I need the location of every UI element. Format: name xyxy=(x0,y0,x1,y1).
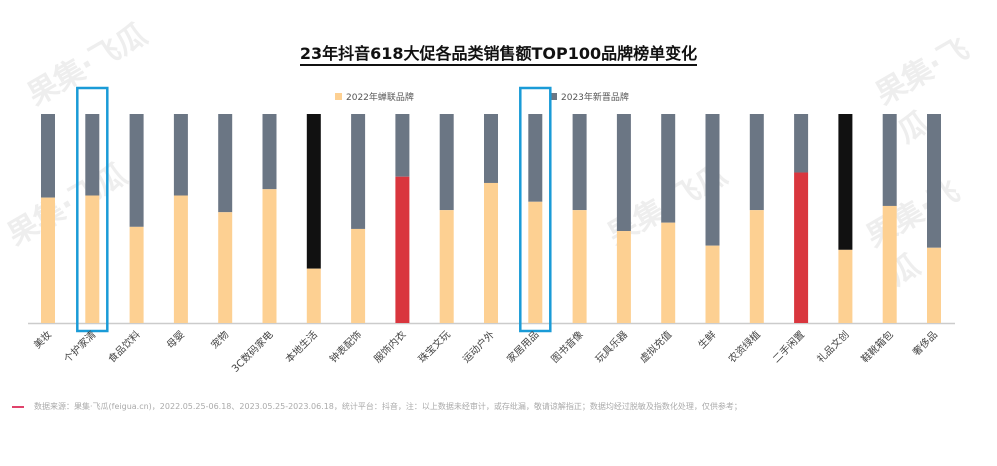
legend-swatch xyxy=(550,93,557,100)
footer: 数据来源：果集·飞瓜(feigua.cn)，2022.05.25-06.18、2… xyxy=(12,401,742,412)
bar-2023-1 xyxy=(85,114,100,196)
bar-2022-13 xyxy=(616,231,631,323)
tick-label: 食品饮料 xyxy=(105,328,142,365)
bar-2022-5 xyxy=(262,189,277,323)
bar-2023-20 xyxy=(927,114,941,248)
bar-2023-11 xyxy=(528,114,543,202)
bar-2023-3 xyxy=(173,114,188,196)
tick-label: 鞋靴箱包 xyxy=(858,328,895,365)
tick-label: 美妆 xyxy=(31,328,54,351)
bar-2023-7 xyxy=(351,114,366,229)
bar-2022-16 xyxy=(749,210,764,323)
bar-2022-18 xyxy=(838,249,853,323)
bar-2023-8 xyxy=(395,114,410,177)
highlight-box xyxy=(519,86,552,333)
tick-label: 家居用品 xyxy=(504,328,541,365)
bar-2023-14 xyxy=(661,114,676,223)
bar-2022-1 xyxy=(85,195,100,323)
tick-label: 玩具乐器 xyxy=(593,329,630,366)
footer-marker xyxy=(12,405,24,408)
bar-2022-15 xyxy=(705,245,720,323)
bar-2023-17 xyxy=(794,114,809,173)
legend-item-2023: 2023年新晋品牌 xyxy=(550,90,629,103)
bar-2022-4 xyxy=(218,212,233,323)
bar-2023-13 xyxy=(616,114,631,232)
tick-label: 本地生活 xyxy=(282,328,319,365)
bar-2023-16 xyxy=(749,114,764,211)
tick-label: 珠宝文玩 xyxy=(415,328,452,365)
bar-2023-12 xyxy=(572,114,587,211)
footer-source: 数据来源：果集·飞瓜(feigua.cn)，2022.05.25-06.18、2… xyxy=(34,402,742,411)
bar-2022-2 xyxy=(129,226,144,323)
legend-label: 2022年蝉联品牌 xyxy=(346,93,414,103)
tick-label: 礼品文创 xyxy=(814,328,851,365)
tick-label: 服饰内衣 xyxy=(371,328,408,365)
bar-2022-6 xyxy=(306,268,321,323)
bar-2023-10 xyxy=(484,114,498,183)
bar-2022-0 xyxy=(41,197,55,323)
bar-2023-5 xyxy=(262,114,277,190)
bar-2022-11 xyxy=(528,201,543,323)
tick-label: 二手闲置 xyxy=(770,328,807,365)
bar-2022-8 xyxy=(395,176,410,323)
tick-label: 奢侈品 xyxy=(910,328,940,358)
bar-2023-0 xyxy=(41,114,55,198)
tick-label: 钟表配饰 xyxy=(327,328,364,365)
tick-label: 虚拟充值 xyxy=(637,328,674,365)
tick-label: 母婴 xyxy=(164,329,187,352)
bar-2022-9 xyxy=(439,210,454,323)
bar-2023-15 xyxy=(705,114,720,246)
bar-2022-10 xyxy=(484,182,498,323)
bar-2022-12 xyxy=(572,210,587,323)
tick-label: 宠物 xyxy=(208,328,231,351)
bar-2022-19 xyxy=(882,205,897,323)
tick-label: 图书音像 xyxy=(548,328,585,365)
legend-swatch xyxy=(335,93,342,100)
bar-2023-19 xyxy=(882,114,897,206)
tick-label: 3C数码家电 xyxy=(229,328,276,375)
bar-2022-17 xyxy=(794,172,809,323)
bar-2023-2 xyxy=(129,114,144,227)
tick-label: 生鲜 xyxy=(695,328,718,351)
legend-item-2022: 2022年蝉联品牌 xyxy=(335,90,414,103)
bar-2023-4 xyxy=(218,114,233,213)
bar-2022-20 xyxy=(927,247,941,323)
highlight-box xyxy=(76,86,109,333)
bar-2022-14 xyxy=(661,222,676,323)
bar-2022-7 xyxy=(351,228,366,323)
bar-2023-6 xyxy=(306,114,321,269)
tick-label: 个护家清 xyxy=(61,328,98,365)
tick-label: 运动户外 xyxy=(460,328,497,365)
bar-2022-3 xyxy=(173,195,188,323)
chart-title: 23年抖音618大促各品类销售额TOP100品牌榜单变化 xyxy=(0,40,997,66)
bar-2023-18 xyxy=(838,114,853,250)
legend-label: 2023年新晋品牌 xyxy=(561,93,629,103)
bar-2023-9 xyxy=(439,114,454,211)
tick-label: 农资绿植 xyxy=(725,328,762,365)
